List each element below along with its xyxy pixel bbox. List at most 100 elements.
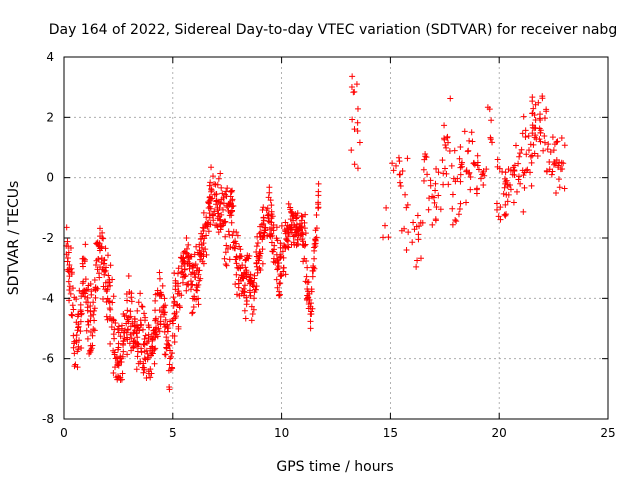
data-point [206,193,213,200]
data-point [175,265,182,272]
data-point [502,201,509,208]
data-point [541,133,548,140]
x-tick-label: 10 [274,426,289,440]
data-point [119,370,126,377]
data-point [224,245,231,252]
data-point [522,127,529,134]
data-point [78,311,85,318]
data-point [115,362,122,369]
data-point [260,214,267,221]
data-point [172,286,179,293]
data-point [211,208,218,215]
data-point [251,295,258,302]
data-point [178,269,185,276]
data-point [276,280,283,287]
data-point [274,237,281,244]
data-point [89,332,96,339]
data-point [315,201,322,208]
data-point [510,199,517,206]
data-point [208,164,215,171]
data-point [154,333,161,340]
data-point [141,366,148,373]
data-point [120,348,127,355]
data-point [157,321,164,328]
data-point [116,374,123,381]
data-point [219,190,226,197]
data-point [307,311,314,318]
data-point [256,230,263,237]
data-point [465,147,472,154]
data-point [417,255,424,262]
data-point [302,211,309,218]
data-point [501,211,508,218]
data-point [272,259,279,266]
data-point [137,358,144,365]
data-point [302,230,309,237]
data-point [254,239,261,246]
data-point [195,281,202,288]
data-point [457,143,464,150]
data-point [214,210,221,217]
data-point [494,156,501,163]
data-point [494,206,501,213]
data-point [444,134,451,141]
data-point [210,211,217,218]
data-point [247,271,254,278]
data-point [174,270,181,277]
data-point [88,288,95,295]
data-point [99,229,106,236]
data-point [420,177,427,184]
data-point [522,133,529,140]
data-point [311,247,318,254]
data-point [293,214,300,221]
data-point [315,188,322,195]
data-point [447,95,454,102]
data-point [169,320,176,327]
data-point [220,206,226,213]
data-point [505,191,512,198]
data-point [66,261,73,268]
data-point [126,340,133,347]
data-point [233,271,240,278]
data-point [161,295,168,302]
data-point [115,323,122,330]
data-point [214,181,221,188]
data-point [305,278,312,285]
data-point [202,246,209,253]
data-point [414,212,421,219]
data-point [353,81,360,88]
data-point [410,219,417,226]
data-point [152,326,159,333]
data-point [148,333,155,340]
data-point [250,306,257,313]
data-point [152,297,159,304]
data-point [95,256,102,263]
data-point [276,291,283,298]
data-point [429,221,436,228]
data-point [383,204,390,211]
data-point [226,231,233,238]
data-point [70,344,77,351]
data-point [111,335,118,342]
data-point [169,332,176,339]
data-point [304,264,311,271]
data-point [191,251,198,258]
data-point [80,278,87,285]
data-point [218,223,225,230]
data-point [413,263,420,270]
data-point [541,115,548,122]
data-point [385,234,392,241]
data-point [149,350,156,357]
data-point [518,146,525,153]
data-point [414,257,421,264]
data-point [561,185,568,192]
data-point [248,278,255,285]
data-point [191,270,198,277]
data-point [161,311,168,318]
data-point [250,279,257,286]
data-point [260,220,267,227]
data-point [127,308,134,315]
data-point [395,154,402,161]
data-point [439,157,446,164]
data-point [519,167,526,174]
